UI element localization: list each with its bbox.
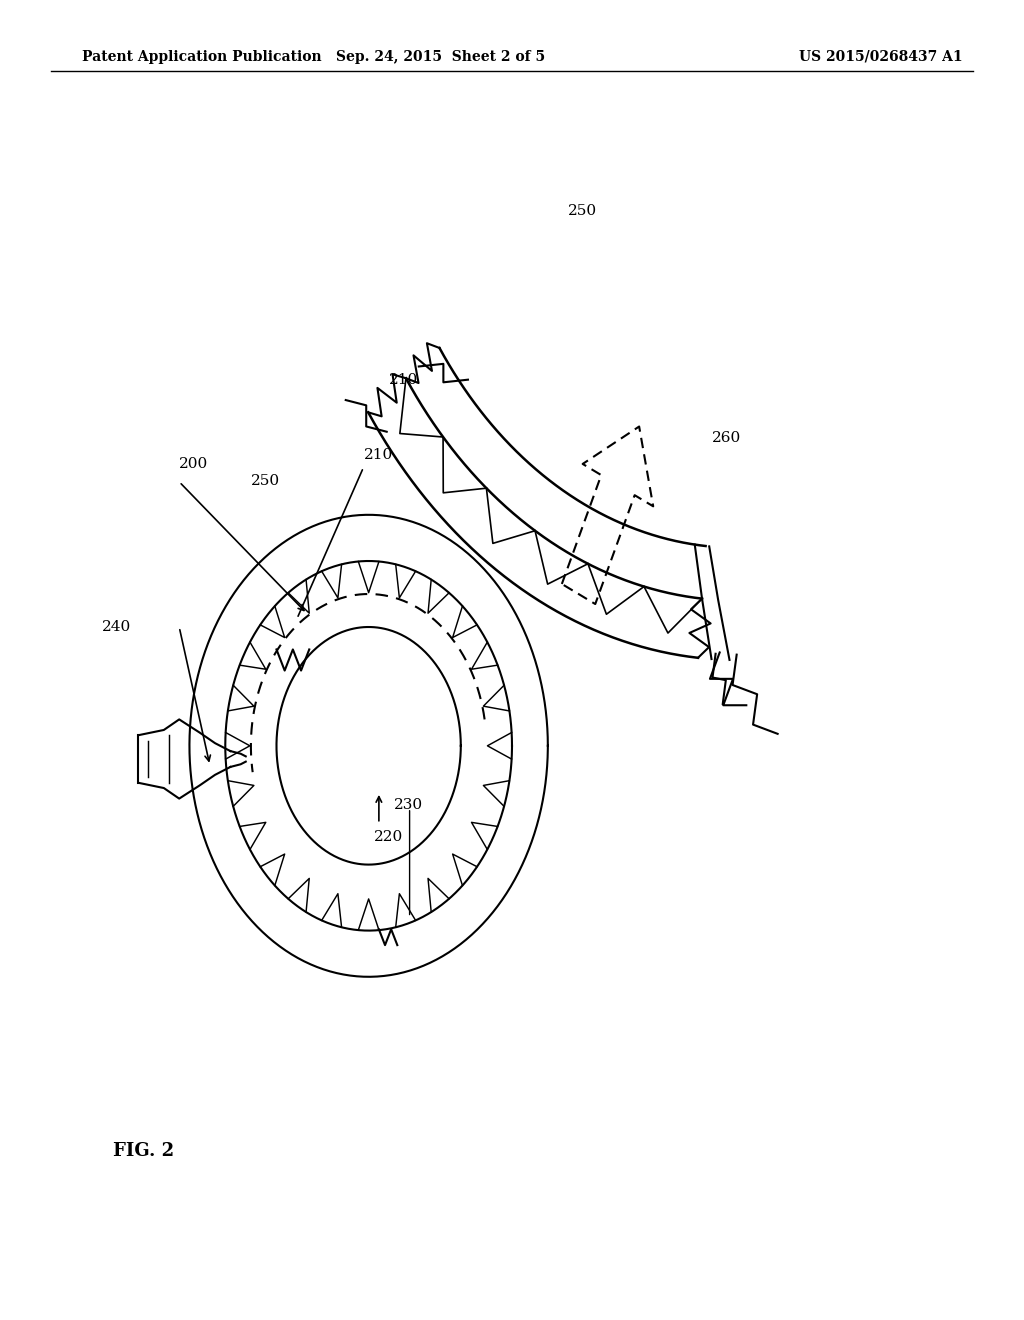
Text: FIG. 2: FIG. 2 bbox=[113, 1142, 174, 1160]
Text: 200: 200 bbox=[179, 457, 209, 471]
Text: 210: 210 bbox=[364, 447, 393, 462]
Text: 220: 220 bbox=[374, 830, 403, 845]
Text: 210: 210 bbox=[389, 374, 419, 387]
Text: Sep. 24, 2015  Sheet 2 of 5: Sep. 24, 2015 Sheet 2 of 5 bbox=[336, 50, 545, 63]
Text: 240: 240 bbox=[102, 620, 132, 634]
Text: Patent Application Publication: Patent Application Publication bbox=[82, 50, 322, 63]
Text: US 2015/0268437 A1: US 2015/0268437 A1 bbox=[799, 50, 963, 63]
Text: 260: 260 bbox=[712, 432, 741, 445]
Text: 250: 250 bbox=[251, 474, 280, 488]
Text: 250: 250 bbox=[568, 205, 597, 218]
Text: 230: 230 bbox=[394, 797, 423, 812]
